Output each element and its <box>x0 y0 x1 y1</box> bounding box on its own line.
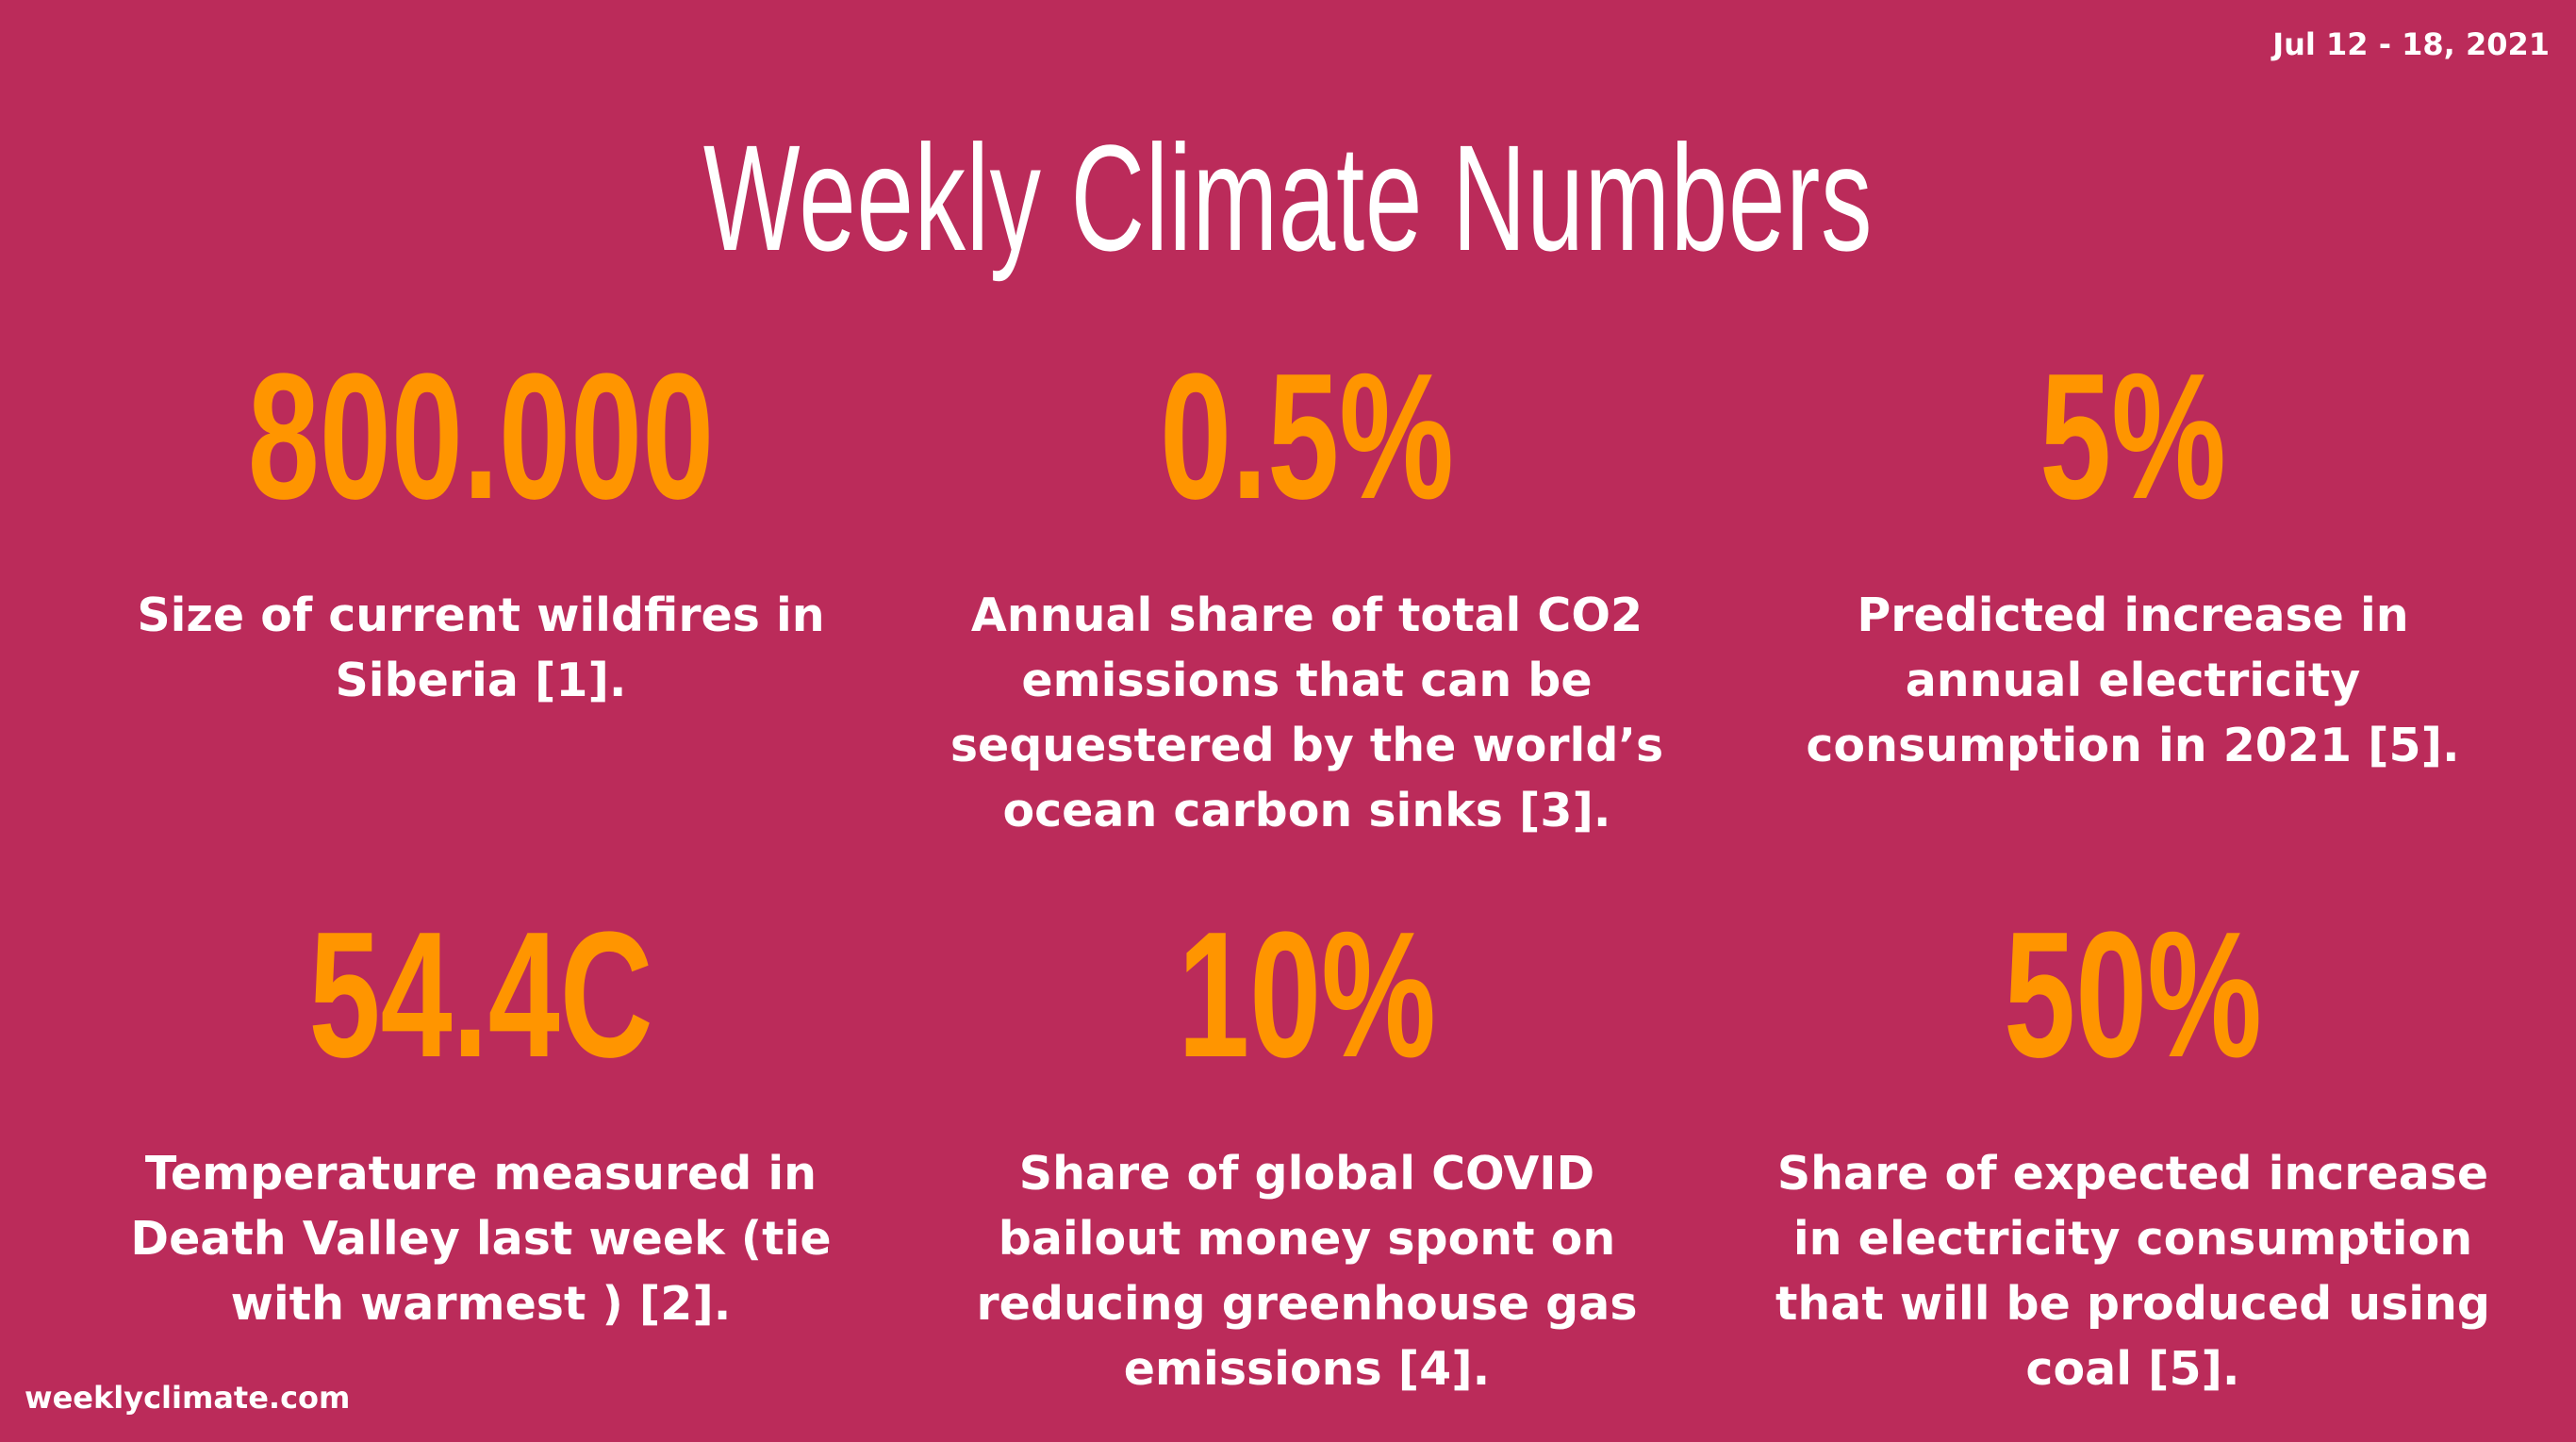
date-range: Jul 12 - 18, 2021 <box>2272 26 2550 62</box>
stat-description: Share of global COVID bailout money spon… <box>976 1147 1638 1396</box>
stat-card-death-valley: 54.4C Temperature measured in Death Vall… <box>94 895 867 1336</box>
stat-description: Temperature measured in Death Valley las… <box>130 1147 832 1331</box>
stat-value: 5% <box>2039 337 2226 537</box>
stat-value: 800.000 <box>247 337 715 537</box>
site-url: weeklyclimate.com <box>25 1380 351 1416</box>
stat-card-ocean-sinks: 0.5% Annual share of total CO2 emissions… <box>920 337 1693 843</box>
stat-card-electricity-increase: 5% Predicted increase in annual electric… <box>1746 337 2519 778</box>
page-title: Weekly Climate Numbers <box>702 113 1874 282</box>
stat-description: Share of expected increase in electricit… <box>1775 1147 2491 1396</box>
stat-value: 54.4C <box>308 895 653 1095</box>
stat-value: 50% <box>2004 895 2262 1095</box>
stat-description: Predicted increase in annual electricity… <box>1806 588 2460 772</box>
stat-card-covid-bailout: 10% Share of global COVID bailout money … <box>920 895 1693 1401</box>
stat-description: Size of current wildfires in Siberia [1]… <box>137 588 825 707</box>
stat-description: Annual share of total CO2 emissions that… <box>949 588 1664 837</box>
stat-value: 0.5% <box>1160 337 1454 537</box>
stat-card-coal-share: 50% Share of expected increase in electr… <box>1746 895 2519 1401</box>
stat-value: 10% <box>1178 895 1436 1095</box>
stat-card-wildfires: 800.000 Size of current wildfires in Sib… <box>94 337 867 713</box>
